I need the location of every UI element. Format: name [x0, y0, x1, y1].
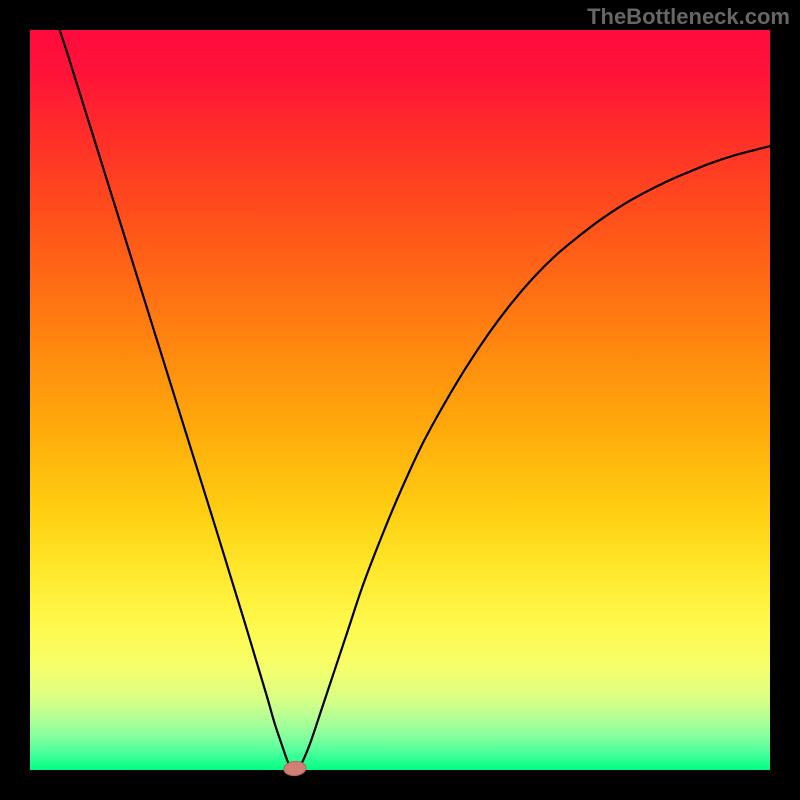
watermark-text: TheBottleneck.com: [587, 4, 790, 30]
chart-container: TheBottleneck.com: [0, 0, 800, 800]
bottleneck-curve-chart: [0, 0, 800, 800]
plot-background: [30, 30, 770, 770]
